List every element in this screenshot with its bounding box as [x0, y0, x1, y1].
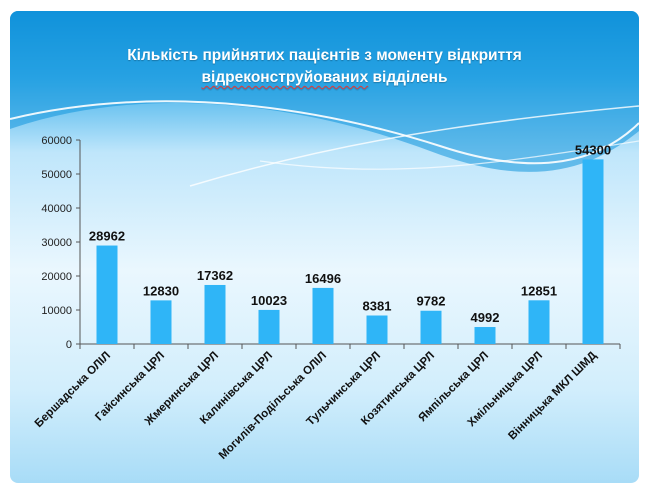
category-label: Вінницька МКЛ ШМД: [506, 350, 599, 443]
wave-decoration: [10, 11, 639, 187]
bar: [150, 300, 172, 344]
bar: [312, 287, 334, 344]
data-label: 4992: [471, 310, 500, 325]
bar: [96, 245, 118, 344]
data-label: 12830: [143, 283, 179, 298]
y-tick-label: 60000: [41, 135, 72, 147]
slide: Кількість прийнятих пацієнтів з моменту …: [10, 11, 639, 483]
y-tick-label: 30000: [41, 237, 72, 249]
y-tick-label: 10000: [41, 305, 72, 317]
bar-chart: 010000200003000040000500006000028962Берш…: [33, 135, 621, 462]
bar: [582, 159, 604, 344]
title-line-1: Кількість прийнятих пацієнтів з моменту …: [127, 47, 522, 64]
bar: [366, 315, 388, 344]
y-tick-label: 50000: [41, 169, 72, 181]
bar: [258, 309, 280, 344]
data-label: 16496: [305, 271, 341, 286]
y-tick-label: 0: [66, 339, 72, 351]
title-word-underlined: відреконструйованих: [201, 69, 369, 86]
chart-title: Кількість прийнятих пацієнтів з моменту …: [50, 45, 599, 89]
data-label: 17362: [197, 268, 233, 283]
data-label: 28962: [89, 229, 125, 244]
bar: [528, 300, 550, 344]
data-label: 9782: [417, 294, 446, 309]
bar: [420, 310, 442, 344]
data-label: 54300: [575, 142, 611, 157]
y-tick-label: 20000: [41, 271, 72, 283]
data-label: 10023: [251, 293, 287, 308]
data-label: 12851: [521, 283, 557, 298]
title-rest: відділень: [368, 69, 448, 86]
data-label: 8381: [363, 299, 392, 314]
title-line-2: відреконструйованих відділень: [50, 67, 599, 89]
y-tick-label: 40000: [41, 203, 72, 215]
category-label: Могилів-Подільська ОЛІЛ: [217, 350, 329, 462]
bar: [204, 284, 226, 344]
bar: [474, 327, 496, 344]
